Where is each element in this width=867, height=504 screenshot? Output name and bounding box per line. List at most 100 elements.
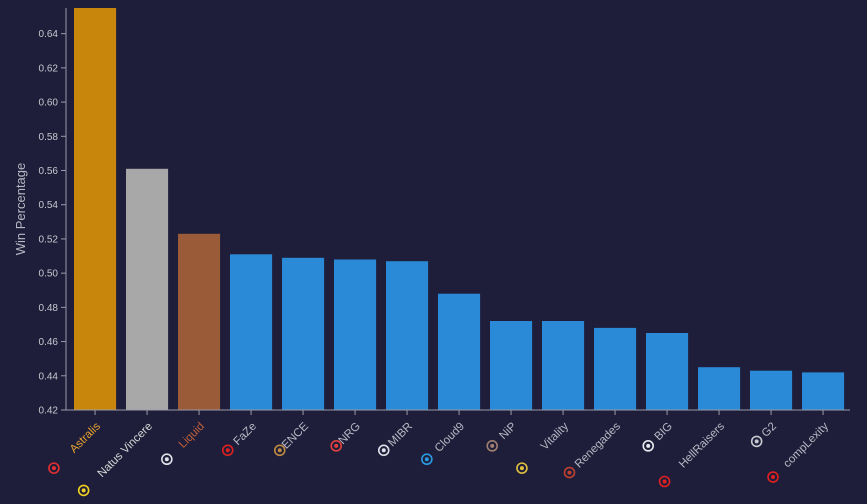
y-tick-label: 0.64 (39, 29, 59, 40)
liquid-logo-icon-ring (161, 453, 173, 466)
x-tick-label: G2 (760, 420, 779, 439)
x-tick-label: Cloud9 (433, 420, 467, 454)
nip-logo-icon-ring (486, 440, 499, 452)
category-label-group: MIBR (377, 420, 415, 457)
renegades-logo-icon-center (567, 470, 572, 475)
natus-vincere-logo-icon (77, 484, 90, 497)
vitality-logo-icon-ring (516, 462, 528, 474)
nrg-logo-icon-ring (330, 440, 343, 452)
big-logo-icon-center (646, 443, 651, 448)
bar-natus-vincere (126, 168, 169, 410)
renegades-logo-icon (563, 466, 576, 479)
cloud9-logo-icon-ring (421, 453, 433, 466)
x-tick-label: Astralis (68, 420, 103, 455)
y-tick-label: 0.62 (39, 63, 59, 74)
y-tick-label: 0.54 (39, 200, 59, 211)
x-tick-label: FaZe (232, 420, 259, 447)
x-tick-label: BIG (653, 420, 676, 443)
y-tick-label: 0.44 (39, 371, 59, 382)
hellraisers-logo-icon-center (662, 479, 667, 484)
bars-layer (74, 8, 845, 410)
bar-cloud9 (438, 293, 481, 410)
bar-nip (490, 321, 533, 410)
y-tick-label: 0.52 (39, 234, 59, 245)
x-tick-label: NiP (497, 420, 519, 442)
y-tick-label: 0.48 (39, 303, 59, 314)
cloud9-logo-icon (421, 453, 433, 466)
vitality-logo-icon-center (519, 466, 524, 471)
x-tick-label: Vitality (539, 420, 571, 452)
category-label-group: NRG (330, 420, 363, 452)
bar-g2 (750, 370, 793, 410)
y-tick-label: 0.46 (39, 337, 59, 348)
y-tick-label: 0.56 (39, 166, 59, 177)
faze-logo-icon (221, 444, 234, 457)
bar-ence (282, 257, 325, 410)
complexity-logo-icon (767, 471, 779, 483)
cloud9-logo-icon-center (424, 457, 429, 462)
category-label-group: Vitality (516, 420, 571, 474)
y-tick-label: 0.60 (39, 98, 59, 109)
natus-vincere-logo-icon-ring (77, 484, 90, 497)
nip-logo-icon (486, 440, 499, 452)
bar-hellraisers (698, 367, 741, 410)
bar-big (646, 333, 689, 410)
bar-vitality (542, 321, 585, 410)
nrg-logo-icon (330, 440, 343, 452)
astralis-logo-icon (48, 462, 60, 474)
faze-logo-icon-center (225, 448, 230, 453)
complexity-logo-icon-ring (767, 471, 779, 483)
category-label-group: ENCE (273, 420, 311, 457)
category-label-group: BIG (642, 420, 676, 452)
hellraisers-logo-icon (658, 475, 671, 488)
y-axis-label: Win Percentage (13, 163, 28, 256)
liquid-logo-icon-center (164, 457, 169, 462)
ence-logo-icon-ring (273, 444, 286, 457)
mibr-logo-icon-center (381, 448, 386, 453)
big-logo-icon-ring (642, 440, 655, 452)
category-label-group: FaZe (221, 420, 259, 457)
astralis-logo-icon-ring (48, 462, 60, 474)
g2-logo-icon-center (754, 439, 759, 444)
bar-renegades (594, 327, 637, 410)
x-tick-label: Liquid (177, 420, 207, 450)
y-axis: 0.42 0.44 0.46 0.48 0.50 0.52 0.54 0.56 0.58 0.60… (39, 8, 67, 417)
faze-logo-icon-ring (221, 444, 234, 457)
bar-liquid (178, 233, 221, 410)
complexity-logo-icon-center (771, 475, 776, 480)
nip-logo-icon-center (490, 443, 495, 448)
x-tick-label: ENCE (280, 420, 311, 451)
bar-complexity (802, 372, 845, 410)
x-tick-label: compLexity (781, 420, 831, 470)
x-tick-label: HellRaisers (677, 420, 727, 470)
y-tick-label: 0.42 (39, 406, 59, 417)
category-label-group: Astralis (48, 420, 103, 474)
category-label-group: NiP (486, 420, 519, 452)
category-label-group: Cloud9 (421, 420, 467, 466)
g2-logo-icon (750, 435, 763, 448)
mibr-logo-icon-ring (377, 444, 390, 457)
g2-logo-icon-ring (750, 435, 763, 448)
natus-vincere-logo-icon-center (81, 488, 86, 493)
x-axis (66, 409, 850, 415)
bar-astralis (74, 8, 117, 410)
big-logo-icon (642, 440, 655, 452)
bar-mibr (386, 261, 429, 410)
astralis-logo-icon-center (51, 466, 56, 471)
category-label-group: G2 (750, 420, 779, 448)
vitality-logo-icon (516, 462, 528, 474)
bar-faze (230, 254, 273, 410)
hellraisers-logo-icon-ring (658, 475, 671, 488)
x-tick-label: MIBR (386, 420, 415, 449)
mibr-logo-icon (377, 444, 390, 457)
y-tick-label: 0.50 (39, 269, 59, 280)
ence-logo-icon (273, 444, 286, 457)
x-tick-label: Natus Vincere (96, 420, 155, 479)
x-tick-label: Renegades (573, 420, 623, 470)
renegades-logo-icon-ring (563, 466, 576, 479)
nrg-logo-icon-center (334, 443, 339, 448)
bar-nrg (334, 259, 377, 410)
liquid-logo-icon (161, 453, 173, 466)
